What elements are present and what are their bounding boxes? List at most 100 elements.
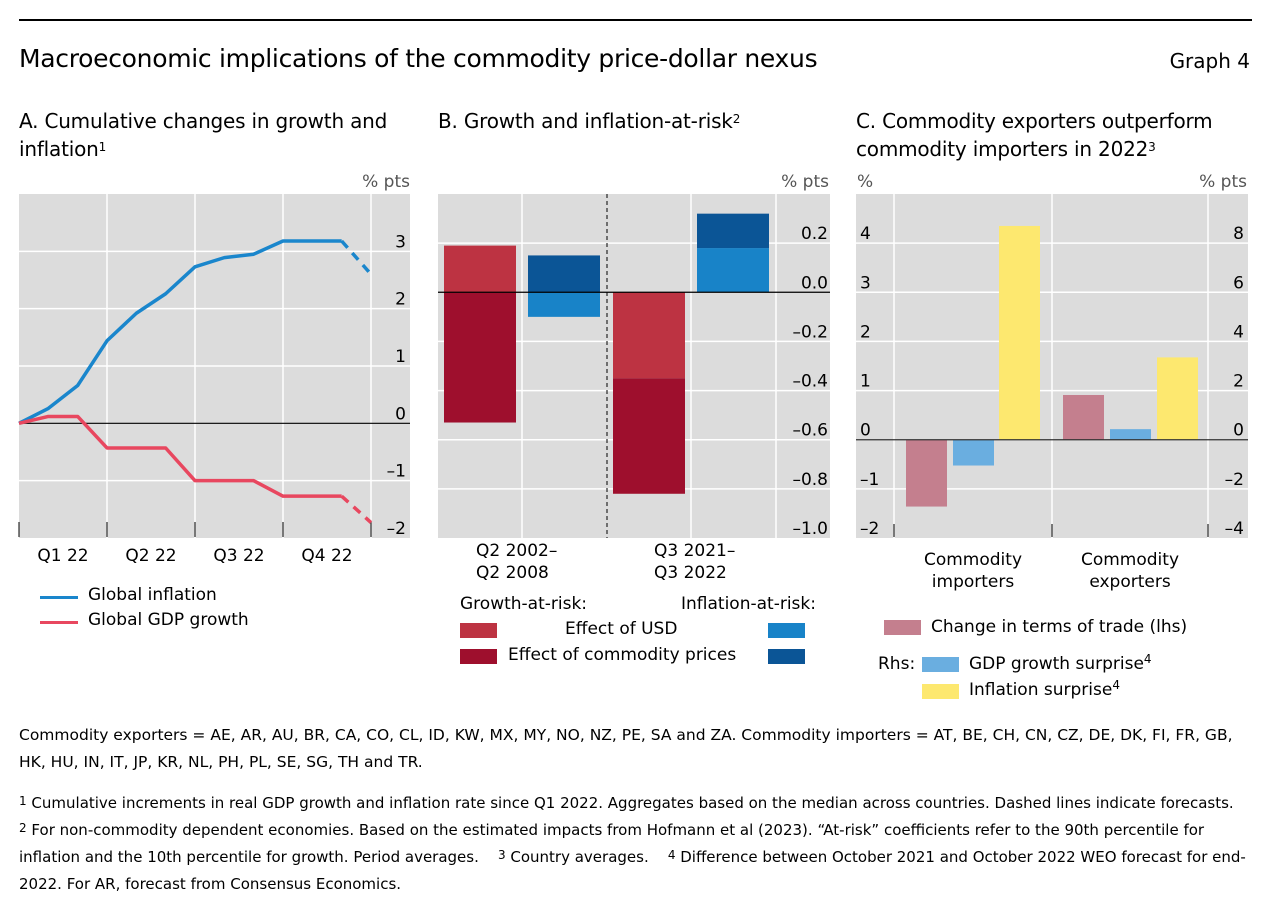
y-tick-label: 3 bbox=[395, 232, 406, 252]
y-tick-label-right: 2 bbox=[1233, 372, 1244, 392]
panel-b-unit: % pts bbox=[781, 172, 829, 192]
bar-inflation-commodity bbox=[697, 213, 769, 249]
y-tick-label: –1 bbox=[387, 462, 406, 482]
legend-heading-inflation: Inflation-at-risk: bbox=[681, 594, 816, 614]
x-category-label: Commodity importers bbox=[903, 549, 1043, 593]
legend-label-gdp-surprise: GDP growth surprise4 bbox=[969, 652, 1152, 674]
country-definitions: Commodity exporters = AE, AR, AU, BR, CA… bbox=[19, 726, 1233, 771]
y-tick-label: –0.2 bbox=[792, 322, 828, 342]
y-tick-label-left: 3 bbox=[860, 273, 871, 293]
x-label-line: Q3 2021– bbox=[654, 541, 736, 561]
footnote-number: 2 bbox=[19, 821, 27, 835]
legend-swatch-inflation bbox=[40, 596, 78, 599]
panel-a-title-text: A. Cumulative changes in growth and infl… bbox=[19, 109, 388, 161]
y-tick-label-left: –2 bbox=[860, 519, 879, 539]
legend-label-inflation-surprise: Inflation surprise4 bbox=[969, 678, 1120, 700]
legend-swatch-inflation-commodity bbox=[768, 649, 805, 664]
x-category-label: Q3 2021– Q3 2022 bbox=[638, 540, 774, 584]
footnote-number: 1 bbox=[19, 794, 27, 808]
legend-swatch-growth-commodity bbox=[460, 649, 497, 664]
bar-growth-usd bbox=[613, 292, 685, 379]
panel-c-unit-right: % pts bbox=[1199, 172, 1247, 192]
footnotes: 1 Cumulative increments in real GDP grow… bbox=[19, 790, 1259, 898]
footnote-text: Difference between October 2021 and Octo… bbox=[19, 848, 1246, 893]
legend-swatch-tot bbox=[884, 620, 921, 635]
bar-terms-of-trade bbox=[906, 439, 947, 507]
panel-a-unit: % pts bbox=[362, 172, 410, 192]
y-tick-label-right: 0 bbox=[1233, 421, 1244, 441]
legend-label-tot: Change in terms of trade (lhs) bbox=[931, 617, 1188, 637]
bar-inflation-usd bbox=[528, 292, 600, 317]
legend-swatch-gdp-surprise bbox=[922, 657, 959, 672]
footnote-text: For non-commodity dependent economies. B… bbox=[19, 821, 1205, 866]
bar-inflation-usd bbox=[697, 248, 769, 293]
bar-growth-commodity bbox=[444, 292, 516, 423]
y-tick-label: 0 bbox=[395, 404, 406, 424]
footnote-ref: 4 bbox=[1112, 678, 1120, 692]
bar-terms-of-trade bbox=[1063, 394, 1104, 440]
panel-c-title: C. Commodity exporters outperform commod… bbox=[856, 107, 1251, 163]
bar-gdp-surprise bbox=[953, 439, 994, 466]
x-label-line: Commodity bbox=[923, 550, 1023, 570]
y-tick-label: –0.8 bbox=[792, 470, 828, 490]
y-tick-label: 0.2 bbox=[801, 224, 828, 244]
y-tick-label-left: –1 bbox=[860, 470, 879, 490]
footnote-text: Country averages. bbox=[510, 848, 649, 866]
y-tick-label: –0.6 bbox=[792, 421, 828, 441]
legend-heading-growth: Growth-at-risk: bbox=[460, 594, 588, 614]
series-line-inflation bbox=[18, 239, 342, 425]
y-tick-label-left: 1 bbox=[860, 372, 871, 392]
x-tick-label: Q3 22 bbox=[213, 546, 265, 566]
x-category-label: Q2 2002– Q2 2008 bbox=[460, 540, 596, 584]
series-line-gdp-growth bbox=[18, 414, 342, 498]
panel-a-chart: –2 –1 0 1 2 3 bbox=[18, 194, 410, 539]
x-label-line: importers bbox=[931, 572, 1015, 592]
legend-swatch-inflation-surprise bbox=[922, 684, 959, 699]
footnote-text: Cumulative increments in real GDP growth… bbox=[31, 794, 1234, 812]
y-tick-label-left: 4 bbox=[860, 224, 871, 244]
panel-c-title-text: C. Commodity exporters outperform commod… bbox=[856, 109, 1213, 161]
y-tick-label-right: 4 bbox=[1233, 322, 1244, 342]
y-tick-label-right: 6 bbox=[1233, 273, 1244, 293]
bar-inflation-surprise bbox=[1157, 357, 1198, 440]
footnote-number: 4 bbox=[667, 848, 676, 862]
y-tick-label: –2 bbox=[387, 519, 406, 539]
legend-label-commodity: Effect of commodity prices bbox=[508, 645, 737, 665]
y-tick-label-right: –4 bbox=[1225, 519, 1244, 539]
bar-inflation-surprise bbox=[999, 225, 1040, 440]
y-tick-label-left: 0 bbox=[860, 421, 871, 441]
panel-b-title: B. Growth and inflation-at-risk2 bbox=[438, 107, 838, 135]
legend-swatch-gdp bbox=[40, 621, 78, 624]
footnote-ref: 2 bbox=[732, 112, 741, 126]
x-label-line: Q3 2022 bbox=[654, 563, 727, 583]
x-label-line: Commodity bbox=[1080, 550, 1180, 570]
forecast-line-gdp-growth bbox=[340, 494, 373, 524]
bar-gdp-surprise bbox=[1110, 429, 1151, 440]
bar-growth-usd bbox=[444, 245, 516, 293]
x-label-line: Q2 2008 bbox=[476, 563, 549, 583]
legend-text: Inflation surprise bbox=[969, 680, 1113, 700]
x-tick-label: Q4 22 bbox=[301, 546, 353, 566]
x-label-line: exporters bbox=[1089, 572, 1171, 592]
footnote-number: 3 bbox=[497, 848, 506, 862]
legend-swatch-growth-usd bbox=[460, 623, 497, 638]
legend-swatch-inflation-usd bbox=[768, 623, 805, 638]
top-rule bbox=[19, 19, 1252, 21]
x-tick-label: Q1 22 bbox=[37, 546, 89, 566]
panel-b-chart: –1.0 –0.8 –0.6 –0.4 –0.2 0.0 0.2 bbox=[438, 194, 830, 539]
legend-label-gdp: Global GDP growth bbox=[88, 610, 249, 630]
panel-b-title-text: B. Growth and inflation-at-risk bbox=[438, 109, 733, 133]
y-tick-label: 1 bbox=[395, 347, 406, 367]
y-tick-label: 0.0 bbox=[801, 273, 828, 293]
y-tick-label-right: –2 bbox=[1225, 470, 1244, 490]
legend-text: GDP growth surprise bbox=[969, 654, 1144, 674]
footnote-ref: 1 bbox=[98, 140, 107, 154]
footnote-ref: 4 bbox=[1143, 652, 1152, 666]
y-tick-label-left: 2 bbox=[860, 322, 871, 342]
y-tick-label: –0.4 bbox=[792, 372, 828, 392]
panel-c-unit-left: % bbox=[857, 172, 874, 192]
x-label-line: Q2 2002– bbox=[476, 541, 558, 561]
bar-growth-commodity bbox=[613, 378, 685, 494]
legend-label-usd: Effect of USD bbox=[565, 619, 678, 639]
y-tick-label-right: 8 bbox=[1233, 224, 1244, 244]
